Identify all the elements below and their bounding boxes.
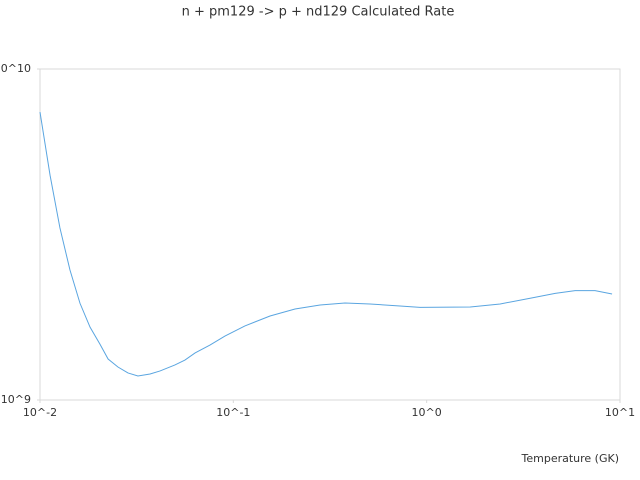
x-tick-label: 10^-1 [216, 406, 250, 419]
x-tick-label: 10^-2 [23, 406, 57, 419]
x-axis-title: Temperature (GK) [521, 452, 620, 465]
plot-frame [39, 68, 621, 401]
y-tick-label: 10^9 [1, 393, 31, 406]
chart-title: n + pm129 -> p + nd129 Calculated Rate [182, 5, 455, 20]
x-tick-label: 10^0 [412, 406, 442, 419]
y-tick-label: 10^10 [0, 62, 31, 75]
x-tick-label: 10^1 [605, 406, 635, 419]
data-line [39, 112, 613, 377]
